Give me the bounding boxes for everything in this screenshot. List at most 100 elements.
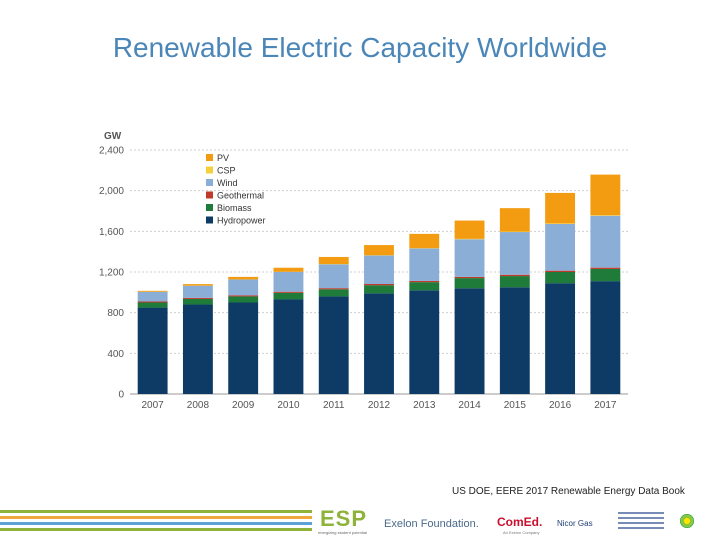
y-tick-label: 1,600 [99,227,124,238]
bar-biomass-2016 [545,272,576,284]
esp-logo: ESP [320,506,368,531]
legend-label-wind: Wind [217,178,238,188]
legend-swatch-csp [206,166,213,174]
bar-wind-2011 [318,264,349,289]
bar-wind-2017 [590,215,621,268]
bar-geothermal-2007 [137,301,168,303]
bar-biomass-2009 [228,296,259,303]
legend-label-csp: CSP [217,166,236,176]
bar-pv-2011 [318,256,349,265]
bar-geothermal-2013 [409,280,440,283]
bar-wind-2009 [228,279,259,296]
bar-geothermal-2012 [364,283,394,286]
bar-geothermal-2017 [590,267,621,269]
bar-hydropower-2012 [364,293,394,394]
bar-hydropower-2017 [590,281,621,394]
bar-hydropower-2013 [409,290,440,394]
y-tick-label: 400 [107,349,124,360]
bar-hydropower-2014 [454,288,485,394]
bar-biomass-2017 [590,268,621,282]
bar-hydropower-2007 [137,307,168,394]
legend-label-biomass: Biomass [217,203,252,213]
bar-wind-2012 [364,255,394,284]
legend-swatch-pv [206,154,213,161]
x-tick-label: 2017 [594,400,617,411]
legend-swatch-wind [206,179,213,186]
stacked-bar-chart: GW 0 400 800 1,200 1,600 2,000 2,400 2007 2008 200… [99,131,628,411]
source-credit: US DOE, EERE 2017 Renewable Energy Data … [452,486,685,497]
bar-pv-2008 [182,284,213,286]
y-tick-label: 2,000 [99,186,124,197]
x-tick-label: 2007 [142,400,165,411]
bar-hydropower-2011 [318,296,349,394]
bar-biomass-2010 [273,292,304,300]
y-tick-label: 0 [118,390,124,401]
comed-tagline: An Exelon Company [503,530,540,535]
bar-pv-2014 [454,220,485,239]
x-tick-label: 2012 [368,400,391,411]
x-tick-label: 2010 [277,400,300,411]
bar-pv-2010 [273,267,304,272]
bar-wind-2008 [182,285,213,298]
bar-biomass-2012 [364,285,394,294]
bar-biomass-2013 [409,282,440,291]
x-tick-label: 2009 [232,400,255,411]
bar-biomass-2015 [499,276,530,288]
bar-biomass-2007 [137,302,168,308]
bar-pv-2017 [590,174,621,216]
bar-biomass-2011 [318,289,349,297]
chart-area: GW 0 400 800 1,200 1,600 2,000 2,400 2007 2008 200… [90,125,635,415]
bar-pv-2013 [409,233,440,249]
bar-geothermal-2008 [182,297,213,299]
x-tick-label: 2015 [504,400,527,411]
x-tick-label: 2011 [323,400,345,411]
legend-swatch-hydropower [206,216,213,224]
bar-geothermal-2011 [318,288,349,290]
bar-hydropower-2016 [545,283,576,394]
bar-geothermal-2010 [273,291,304,293]
nicor-gas-logo: Nicor Gas [557,519,593,528]
legend-swatch-biomass [206,204,213,211]
x-tick-label: 2016 [549,400,572,411]
legend-swatch-geothermal [206,191,213,199]
slide-title: Renewable Electric Capacity Worldwide [112,32,608,63]
legend-label-pv: PV [217,153,229,163]
bar-csp-2015 [499,231,530,233]
bar-hydropower-2015 [499,287,530,394]
bar-wind-2013 [409,248,440,281]
x-tick-label: 2014 [458,400,481,411]
bar-pv-2009 [228,276,259,280]
y-tick-label: 1,200 [99,268,124,279]
legend-label-hydropower: Hydropower [217,216,266,226]
esp-tagline: energizing student potential [318,530,367,535]
bar-pv-2015 [499,208,530,232]
bar-wind-2014 [454,239,485,277]
y-tick-label: 800 [107,308,124,319]
legend-label-geothermal: Geothermal [217,191,264,201]
bar-pv-2007 [137,290,168,292]
bar-hydropower-2008 [182,304,213,394]
bar-hydropower-2010 [273,299,304,394]
bar-pv-2016 [545,192,576,224]
bar-pv-2012 [364,245,394,256]
exelon-foundation-logo: Exelon Foundation. [384,518,479,530]
bp-logo [680,514,694,528]
bar-geothermal-2016 [545,270,576,272]
bar-biomass-2014 [454,278,485,289]
bar-wind-2015 [499,232,530,275]
comed-logo: ComEd. [497,515,543,529]
x-tick-label: 2008 [187,400,210,411]
bar-wind-2010 [273,271,304,292]
bar-wind-2016 [545,223,576,271]
bar-geothermal-2015 [499,274,530,277]
y-tick-label: 2,400 [99,146,124,157]
bar-wind-2007 [137,291,168,302]
bar-geothermal-2009 [228,295,259,297]
x-tick-label: 2013 [413,400,436,411]
footer-stripes [0,510,312,534]
bar-geothermal-2014 [454,276,485,279]
partner-logo [618,512,664,532]
bar-csp-2016 [545,223,576,224]
bar-csp-2017 [590,215,621,216]
bar-hydropower-2009 [228,302,259,394]
